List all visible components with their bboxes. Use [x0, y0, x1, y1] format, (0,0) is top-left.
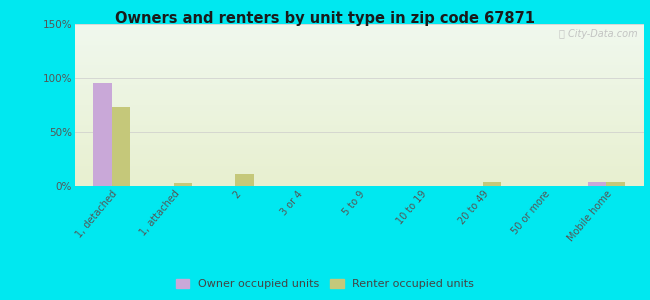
Bar [94, 83, 112, 186]
Bar [483, 182, 501, 186]
Bar [174, 183, 192, 186]
Legend: Owner occupied units, Renter occupied units: Owner occupied units, Renter occupied un… [174, 277, 476, 291]
Bar [588, 182, 606, 186]
Text: ⓘ City-Data.com: ⓘ City-Data.com [559, 29, 638, 39]
Bar [235, 174, 254, 186]
Bar [112, 107, 131, 186]
Text: Owners and renters by unit type in zip code 67871: Owners and renters by unit type in zip c… [115, 11, 535, 26]
Bar [606, 182, 625, 186]
